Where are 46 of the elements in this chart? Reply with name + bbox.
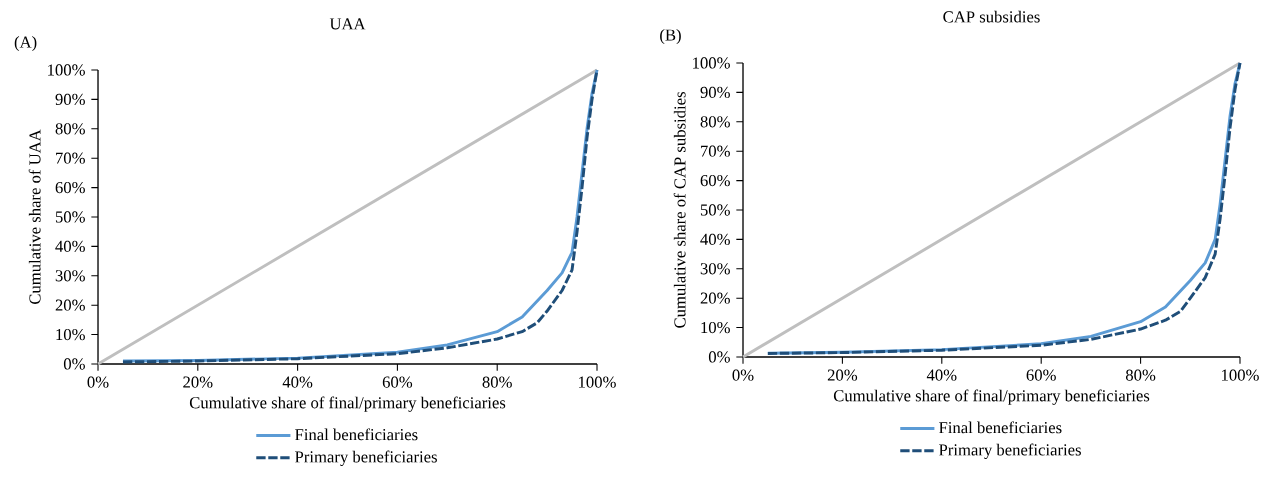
x-tick-label: 60% (382, 376, 413, 388)
y-tick-label: 50% (700, 204, 730, 216)
chart-title: UAA (329, 18, 366, 30)
x-tick-label: 20% (183, 376, 213, 388)
text: (B) (660, 28, 681, 45)
y-tick-label: 100% (693, 57, 730, 69)
x-tick-label: 100% (579, 376, 616, 388)
y-tick-label: 70% (701, 145, 730, 157)
x-tick-label: 0% (732, 369, 754, 381)
x-tick-label: 80% (1125, 369, 1156, 381)
y-tick-label: 60% (55, 181, 85, 194)
y-tick-label: 10% (56, 328, 85, 341)
x-tick-label: 20% (827, 369, 858, 381)
y-tick-label: 50% (55, 211, 85, 223)
y-axis-title: Cumulative share of UAA (28, 129, 41, 305)
x-tick-label: 0% (87, 376, 109, 388)
x-tick-label: 100% (1222, 369, 1259, 381)
text: (A) (14, 35, 37, 52)
y-axis-title: Cumulative share of CAP subsidies (673, 92, 686, 328)
y-tick-label: 0% (63, 358, 85, 370)
y-tick-label: 20% (700, 292, 730, 304)
y-tick-label: 40% (700, 233, 730, 246)
y-tick-label: 90% (700, 86, 730, 99)
legend-label: Final beneficiaries (295, 428, 418, 441)
y-tick-label: 100% (48, 64, 85, 76)
x-tick-label: 60% (1026, 369, 1056, 381)
y-tick-label: 0% (708, 351, 730, 363)
x-tick-label: 40% (926, 369, 957, 381)
y-tick-label: 80% (700, 116, 730, 128)
x-tick-label: 80% (482, 376, 512, 388)
y-tick-label: 70% (56, 152, 85, 164)
legend-label: Primary beneficiaries (939, 443, 1081, 459)
y-tick-label: 20% (55, 299, 85, 311)
y-tick-label: 40% (55, 240, 85, 253)
y-tick-label: 90% (55, 93, 85, 106)
y-tick-label: 80% (55, 123, 85, 135)
y-tick-label: 30% (55, 270, 85, 282)
x-axis-title: Cumulative share of final/primary beneficiaries (833, 389, 1150, 405)
legend-label: Final beneficiaries (939, 421, 1062, 434)
y-tick-label: 10% (701, 321, 730, 334)
x-axis-title: Cumulative share of final/primary beneficiaries (189, 396, 506, 412)
y-tick-label: 60% (700, 174, 730, 187)
x-tick-label: 40% (282, 376, 313, 388)
chart-title: CAP subsidies (943, 10, 1040, 23)
legend-label: Primary beneficiaries (295, 450, 437, 466)
y-tick-label: 30% (700, 263, 730, 275)
